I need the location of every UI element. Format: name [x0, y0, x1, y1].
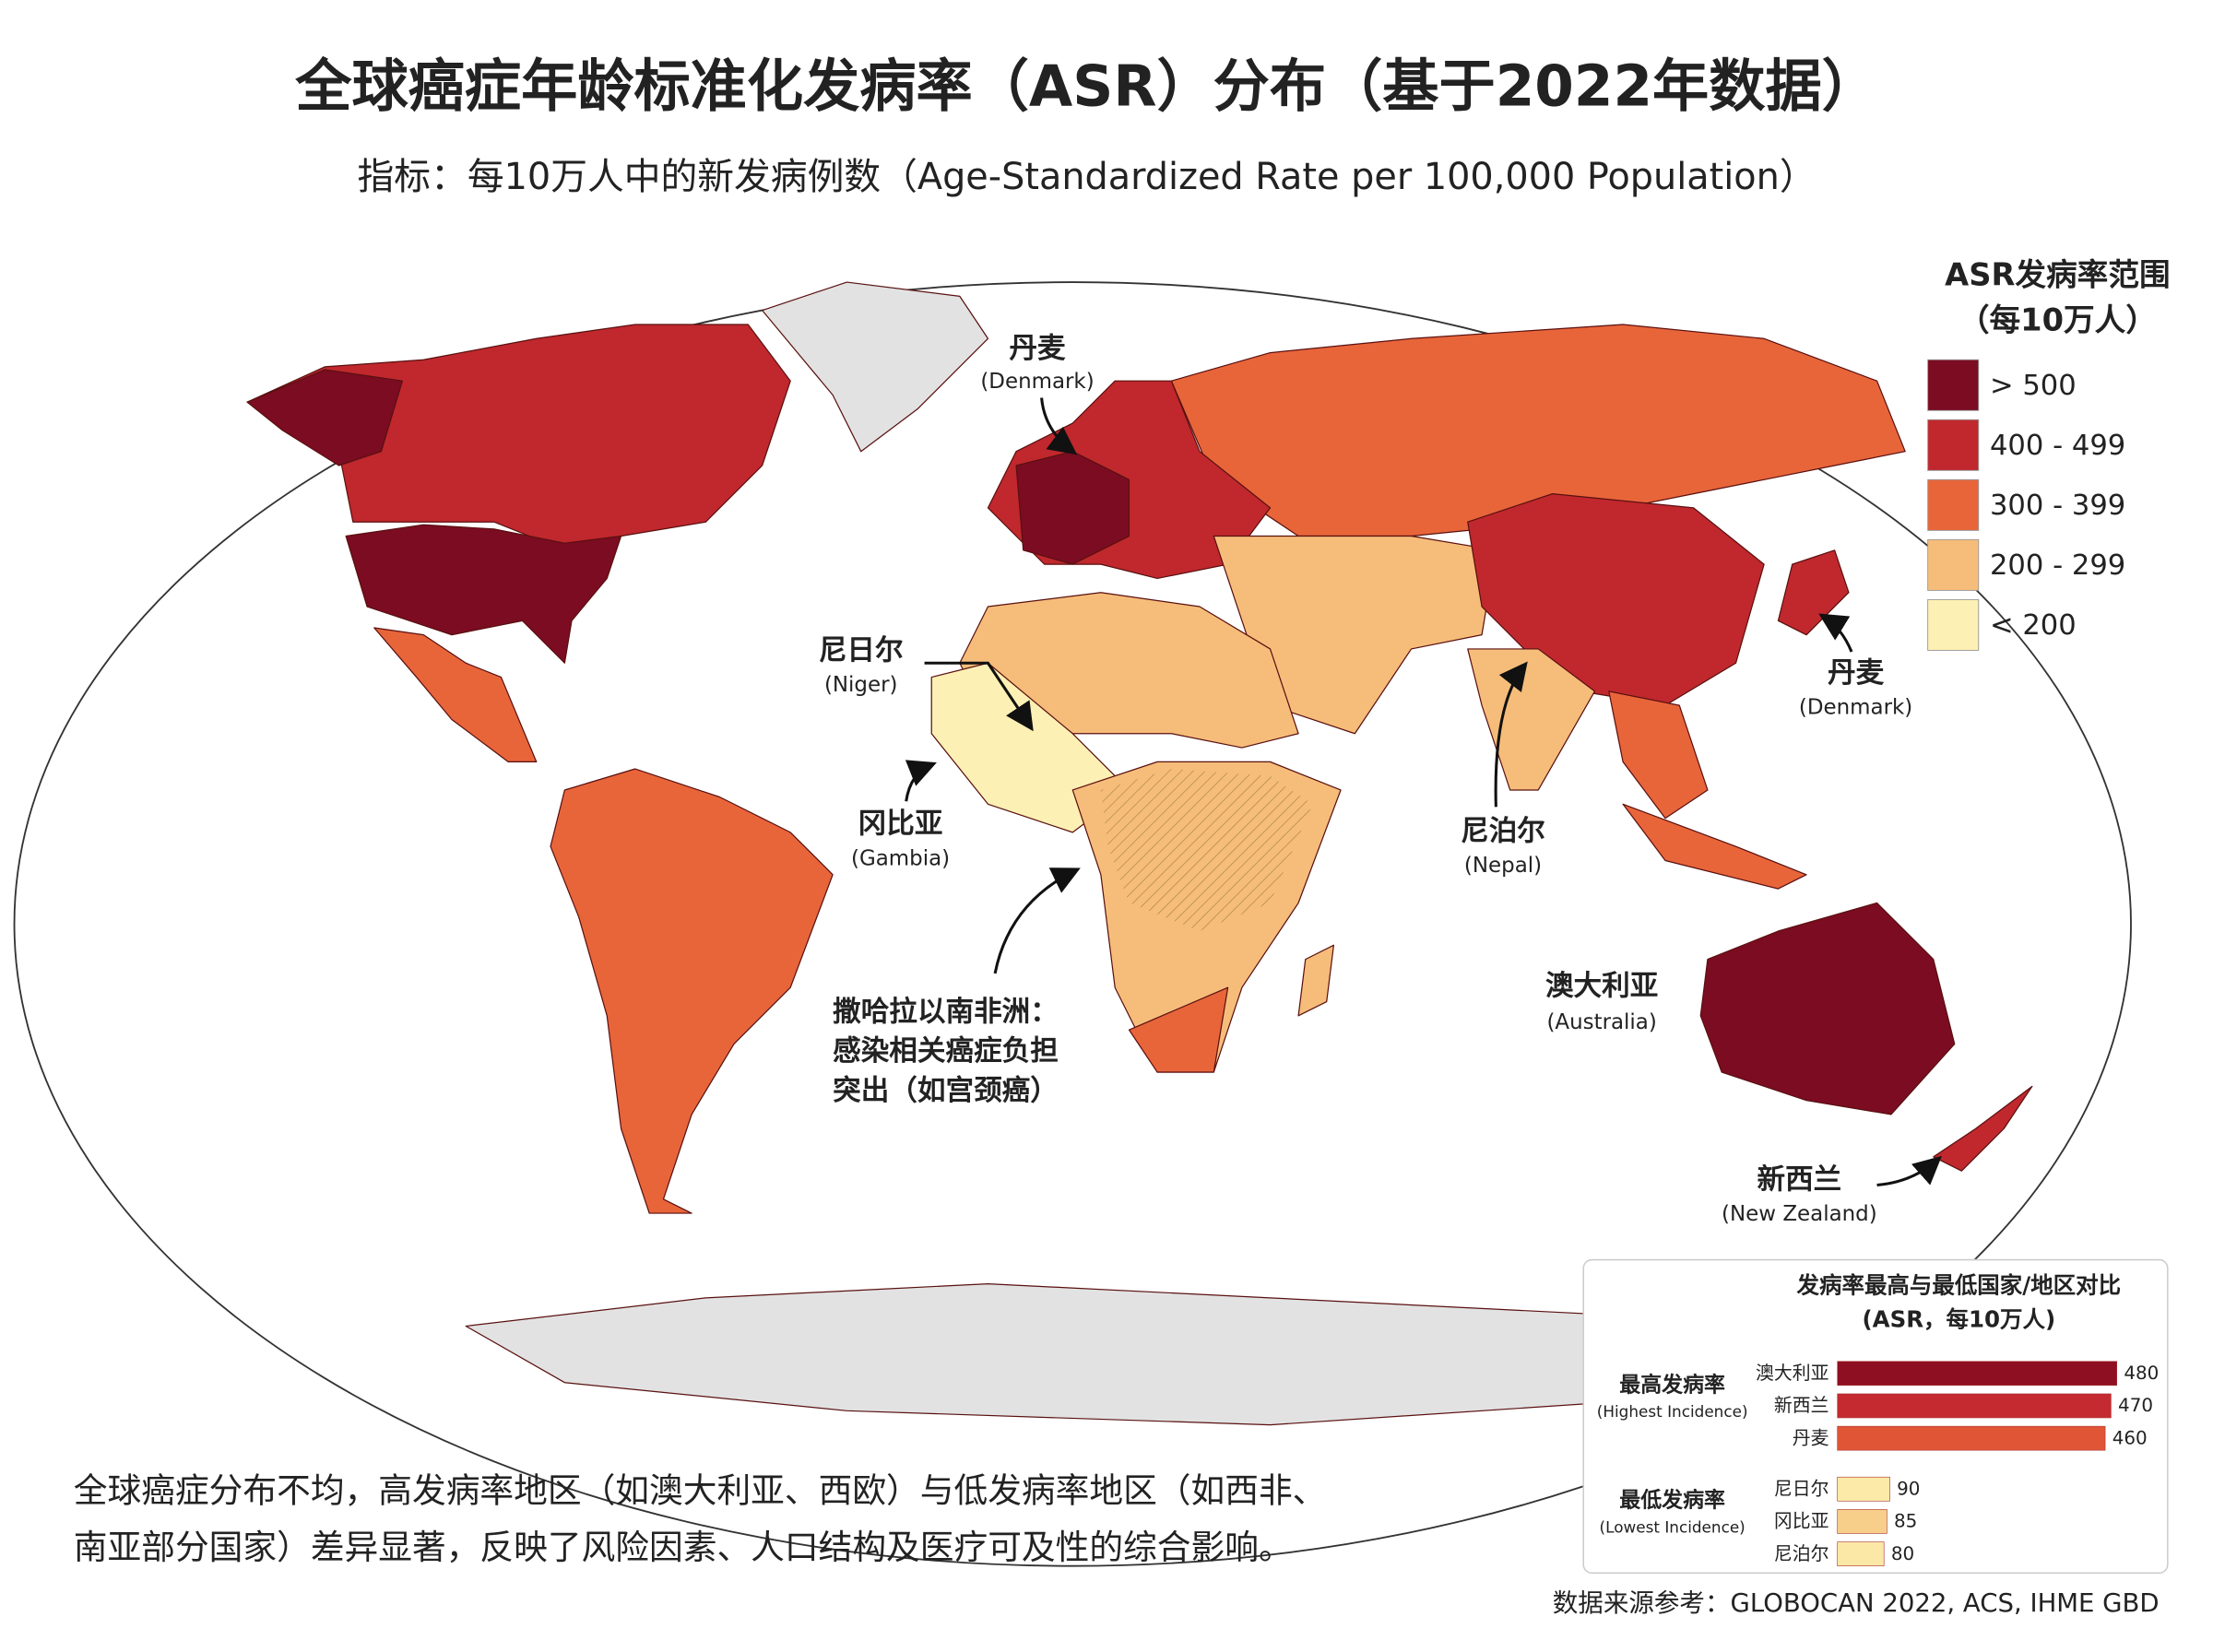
legend-swatch	[1927, 478, 1980, 531]
arrow	[1040, 397, 1078, 455]
category-label: 丹麦	[1793, 1427, 1829, 1448]
region	[550, 768, 834, 1214]
annotation-label: 新西兰	[1757, 1163, 1841, 1196]
annotation-sublabel: (Gambia)	[851, 846, 950, 870]
footnote: 全球癌症分布不均，高发病率地区（如澳大利亚、西欧）与低发病率地区（如西非、	[74, 1471, 1327, 1511]
region	[373, 627, 538, 762]
legend-label: 300 - 399	[1990, 490, 2125, 522]
category-label: 新西兰	[1774, 1395, 1829, 1416]
annotation-sublabel: (Niger)	[824, 673, 898, 697]
bar	[1837, 1425, 2106, 1451]
legend-label: > 500	[1990, 370, 2077, 402]
group-sublabel: (Highest Incidence)	[1597, 1402, 1748, 1421]
arrow	[1818, 613, 1853, 653]
world-map	[13, 281, 2132, 1567]
bar	[1837, 1361, 2118, 1386]
legend-swatch	[1927, 419, 1980, 471]
group-sublabel: (Lowest Incidence)	[1600, 1517, 1746, 1536]
region	[1297, 944, 1334, 1017]
arrow	[993, 867, 1081, 974]
annotations: 丹麦 (Denmark) 丹麦 (Denmark) 尼日尔 (Niger) 冈比…	[819, 333, 1942, 1226]
value-label: 470	[2118, 1395, 2153, 1416]
bar	[1837, 1541, 1885, 1566]
arrow	[924, 661, 1034, 732]
legend-title: （每10万人）	[1959, 301, 2157, 337]
annotation-sublabel: (Nepal)	[1464, 854, 1542, 878]
category-label: 尼泊尔	[1774, 1543, 1829, 1564]
region-no-data	[761, 281, 989, 453]
legend-label: 400 - 499	[1990, 430, 2125, 462]
annotation-line: 撒哈拉以南非洲：	[833, 995, 1059, 1028]
annotation-label: 丹麦	[1009, 333, 1066, 365]
annotation-sublabel: (New Zealand)	[1722, 1202, 1877, 1226]
annotation-label: 丹麦	[1828, 657, 1885, 690]
arrow	[1876, 1155, 1942, 1186]
region	[1608, 690, 1709, 820]
category-label: 冈比亚	[1774, 1511, 1829, 1532]
annotation-line: 突出（如宫颈癌）	[833, 1074, 1059, 1107]
hatch-overlay	[1100, 769, 1313, 932]
region	[345, 524, 622, 664]
legend-title: ASR发病率范围	[1945, 256, 2171, 292]
legend-label: 200 - 299	[1990, 549, 2125, 582]
bar	[1837, 1393, 2112, 1419]
legend-swatch	[1927, 598, 1980, 651]
legend: ASR发病率范围 （每10万人） > 500 400 - 499 300 - 399…	[1927, 256, 2171, 651]
region	[1128, 986, 1229, 1073]
group-label: 最高发病率	[1619, 1372, 1725, 1397]
value-label: 85	[1894, 1511, 1917, 1532]
annotation-label: 尼日尔	[819, 635, 904, 667]
arrow	[1494, 661, 1528, 808]
arrow	[905, 760, 937, 802]
legend-swatch	[1927, 359, 1980, 411]
inset-subtitle: (ASR，每10万人)	[1862, 1305, 2055, 1332]
inset-title: 发病率最高与最低国家/地区对比	[1796, 1272, 2122, 1299]
value-label: 460	[2112, 1427, 2148, 1448]
region	[1622, 803, 1807, 890]
group-label: 最低发病率	[1619, 1488, 1725, 1513]
inset-chart: 发病率最高与最低国家/地区对比 (ASR，每10万人) 最高发病率 (Highes…	[1597, 1272, 2159, 1566]
value-label: 80	[1891, 1543, 1914, 1564]
region	[246, 369, 403, 466]
value-label: 480	[2124, 1363, 2159, 1384]
annotation-label: 澳大利亚	[1545, 971, 1658, 1003]
category-label: 尼日尔	[1774, 1479, 1829, 1500]
value-label: 90	[1897, 1479, 1920, 1500]
annotation-label: 尼泊尔	[1461, 815, 1545, 847]
bar	[1837, 1509, 1888, 1534]
annotation-sublabel: (Denmark)	[980, 370, 1094, 394]
category-label: 澳大利亚	[1756, 1363, 1829, 1384]
annotation-label: 冈比亚	[858, 808, 943, 841]
source: 数据来源参考：GLOBOCAN 2022, ACS, IHME GBD	[1553, 1588, 2160, 1618]
annotation-line: 感染相关癌症负担	[833, 1034, 1059, 1068]
legend-label: < 200	[1990, 609, 2077, 642]
region	[1933, 1085, 2033, 1172]
bar	[1837, 1476, 1890, 1502]
title: 全球癌症年龄标准化发病率（ASR）分布（基于2022年数据）	[294, 54, 1878, 120]
footnote: 南亚部分国家）差异显著，反映了风险因素、人口结构及医疗可及性的综合影响。	[74, 1528, 1293, 1567]
legend-swatch	[1927, 538, 1980, 591]
region	[1699, 902, 1956, 1115]
annotation-sublabel: (Denmark)	[1799, 696, 1912, 720]
annotation-sublabel: (Australia)	[1546, 1010, 1656, 1034]
subtitle: 指标：每10万人中的新发病例数（Age-Standardized Rate pe…	[358, 156, 1817, 198]
